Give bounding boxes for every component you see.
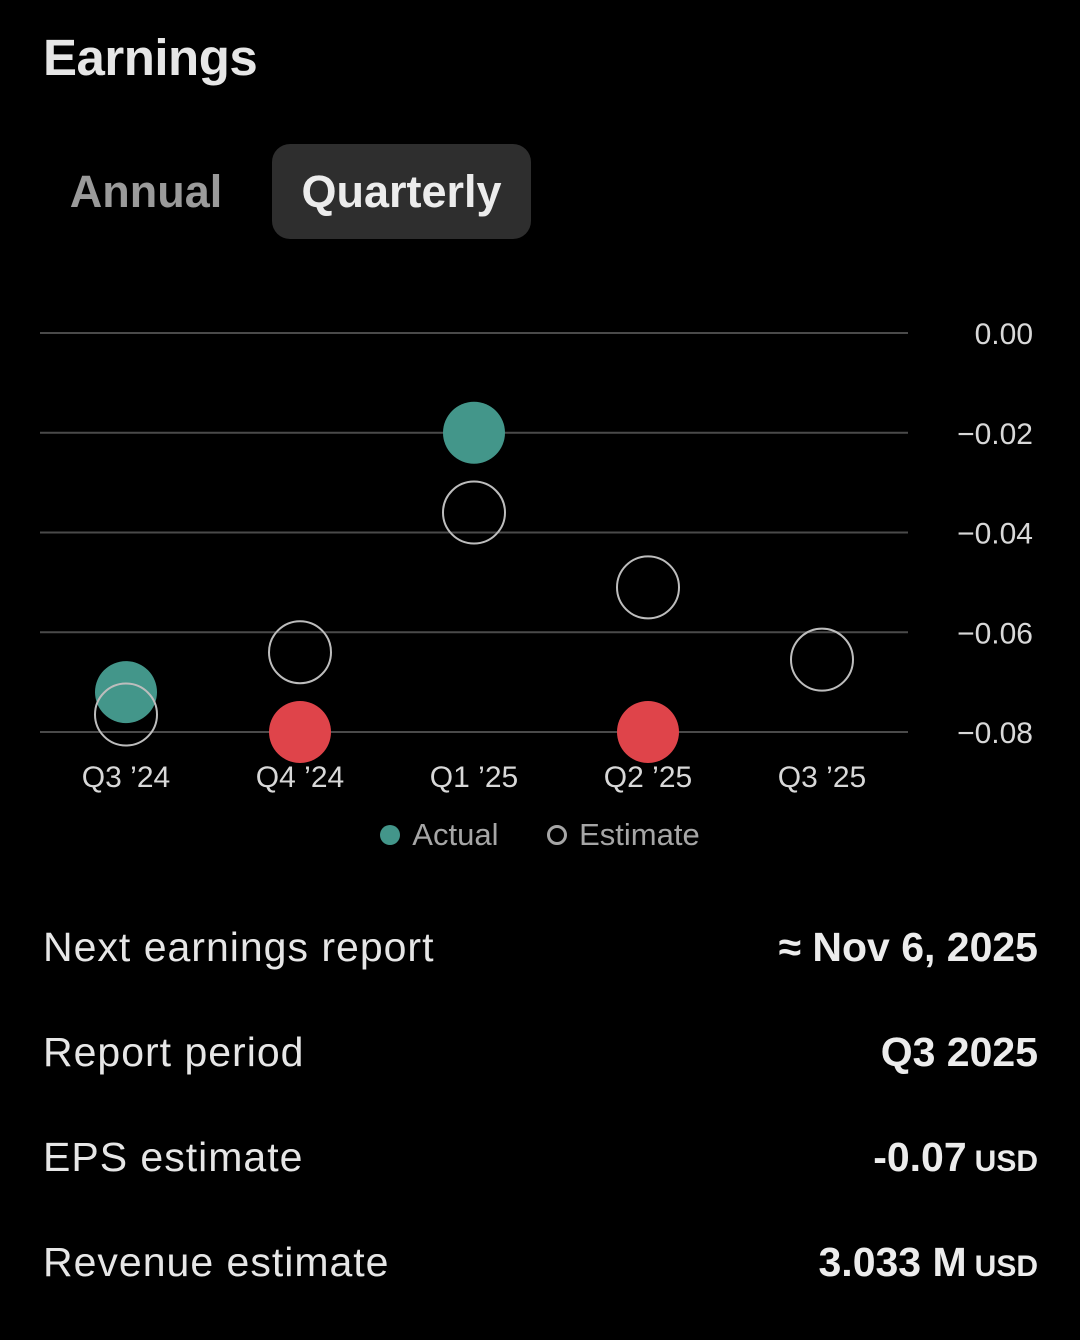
y-tick-label: −0.04 bbox=[957, 518, 1033, 551]
y-tick-label: −0.06 bbox=[957, 617, 1033, 650]
x-tick-label: Q4 ’24 bbox=[256, 761, 344, 794]
actual-point[interactable] bbox=[617, 701, 679, 763]
eps-estimate-value: -0.07 bbox=[873, 1134, 967, 1180]
estimate-point[interactable] bbox=[94, 682, 158, 747]
estimate-point[interactable] bbox=[442, 480, 506, 545]
legend-item-actual: Actual bbox=[380, 817, 498, 853]
x-tick-label: Q3 ’25 bbox=[778, 761, 866, 794]
page-title: Earnings bbox=[43, 29, 258, 86]
y-tick-label: 0.00 bbox=[975, 318, 1033, 351]
legend-item-estimate: Estimate bbox=[547, 817, 700, 853]
y-tick-label: −0.08 bbox=[957, 717, 1033, 750]
x-tick-label: Q3 ’24 bbox=[82, 761, 170, 794]
eps-estimate-label: EPS estimate bbox=[43, 1134, 304, 1180]
report-period-row: Report period Q3 2025 bbox=[43, 1029, 1038, 1089]
tab-annual[interactable]: Annual bbox=[69, 166, 223, 217]
y-tick-label: −0.02 bbox=[957, 418, 1033, 451]
revenue-estimate-value: 3.033 M bbox=[818, 1239, 967, 1285]
actual-point[interactable] bbox=[95, 661, 157, 724]
revenue-estimate-unit: USD bbox=[974, 1250, 1038, 1283]
x-tick-label: Q2 ’25 bbox=[604, 761, 692, 794]
estimate-point[interactable] bbox=[616, 555, 680, 620]
tab-quarterly[interactable]: Quarterly bbox=[272, 144, 531, 239]
next-earnings-report-row: Next earnings report ≈ Nov 6, 2025 bbox=[43, 924, 1038, 984]
revenue-estimate-value-group: 3.033 M USD bbox=[819, 1239, 1039, 1286]
estimate-point[interactable] bbox=[790, 627, 854, 692]
legend-estimate-circle-icon bbox=[547, 824, 568, 845]
x-tick-label: Q1 ’25 bbox=[430, 761, 518, 794]
chart-legend: Actual Estimate bbox=[0, 815, 1080, 853]
eps-estimate-value-group: -0.07 USD bbox=[873, 1134, 1038, 1181]
revenue-estimate-row: Revenue estimate 3.033 M USD bbox=[43, 1239, 1038, 1299]
report-period-label: Report period bbox=[43, 1029, 305, 1075]
next-earnings-report-label: Next earnings report bbox=[43, 924, 435, 970]
eps-estimate-row: EPS estimate -0.07 USD bbox=[43, 1134, 1038, 1194]
legend-actual-label: Actual bbox=[412, 816, 499, 852]
earnings-chart: 0.00 −0.02 −0.04 −0.06 −0.08 Q3 ’24 Q4 ’24 Q1 ’… bbox=[40, 318, 1033, 794]
estimate-point[interactable] bbox=[268, 620, 332, 685]
revenue-estimate-label: Revenue estimate bbox=[43, 1239, 390, 1285]
eps-estimate-unit: USD bbox=[974, 1145, 1038, 1178]
legend-estimate-label: Estimate bbox=[579, 816, 700, 852]
actual-point[interactable] bbox=[269, 701, 331, 763]
next-earnings-report-value: ≈ Nov 6, 2025 bbox=[778, 924, 1038, 970]
legend-actual-dot-icon bbox=[380, 824, 401, 845]
report-period-value: Q3 2025 bbox=[880, 1029, 1038, 1075]
actual-point[interactable] bbox=[443, 401, 505, 464]
